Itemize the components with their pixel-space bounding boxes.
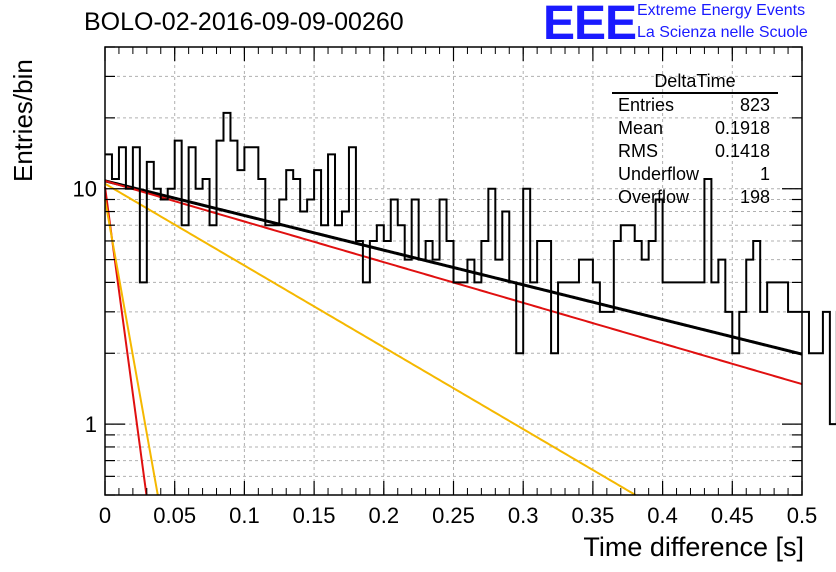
tick-labels: 0 0.05 0.1 0.15 0.2 0.25 0.3 0.35 0.4 0.45 0.5 1 10 <box>73 177 818 528</box>
stats-row-mean: Mean 0.1918 <box>612 117 778 140</box>
stats-box: DeltaTime Entries 823 Mean 0.1918 RMS 0.141… <box>612 71 778 209</box>
x-tick-label: 0.35 <box>571 503 614 528</box>
stats-value: 823 <box>739 95 770 115</box>
y-tick-label: 1 <box>85 412 97 437</box>
stats-row-rms: RMS 0.1418 <box>612 140 778 163</box>
run-title: BOLO-02-2016-09-09-00260 <box>84 8 404 36</box>
fit-curve <box>104 182 637 496</box>
x-tick-label: 0.05 <box>153 503 196 528</box>
x-tick-label: 0.4 <box>647 503 678 528</box>
fit-curve <box>104 199 159 496</box>
stats-title: DeltaTime <box>612 71 778 94</box>
x-tick-label: 0.25 <box>432 503 475 528</box>
stats-label: Entries <box>618 95 675 115</box>
logo-line-2: La Scienza nelle Scuole <box>637 24 808 41</box>
x-tick-label: 0.2 <box>369 503 400 528</box>
axis-ticks <box>104 46 803 496</box>
stats-value: 198 <box>739 187 770 207</box>
stats-value: 1 <box>759 164 770 184</box>
stats-label: RMS <box>618 141 658 161</box>
stats-value: 0.1418 <box>714 141 770 161</box>
stats-label: Underflow <box>618 164 700 184</box>
x-tick-label: 0.1 <box>229 503 260 528</box>
stats-value: 0.1918 <box>714 118 770 138</box>
eee-logo: EEE <box>543 0 637 50</box>
stats-row-overflow: Overflow 198 <box>612 186 778 209</box>
x-tick-label: 0 <box>99 503 111 528</box>
x-tick-label: 0.15 <box>293 503 336 528</box>
x-tick-label: 0.5 <box>787 503 818 528</box>
stats-label: Mean <box>618 118 664 138</box>
stats-row-underflow: Underflow 1 <box>612 163 778 186</box>
x-axis-label: Time difference [s] <box>583 532 804 562</box>
x-tick-label: 0.3 <box>508 503 539 528</box>
x-tick-label: 0.45 <box>711 503 754 528</box>
y-axis-label: Entries/bin <box>8 59 38 182</box>
histogram-outline <box>105 111 836 426</box>
stats-row-entries: Entries 823 <box>612 94 778 117</box>
logo-line-1: Extreme Energy Events <box>637 2 806 19</box>
stats-label: Overflow <box>618 187 690 207</box>
y-tick-label: 10 <box>73 177 97 202</box>
